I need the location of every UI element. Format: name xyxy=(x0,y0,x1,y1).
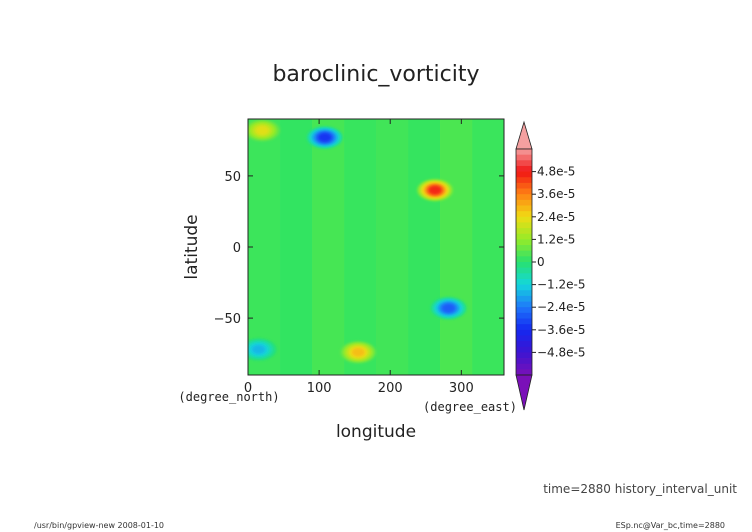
colorbar-label: −2.4e-5 xyxy=(537,300,586,314)
colorbar-band xyxy=(516,216,532,223)
y-axis-unit: (degree_north) xyxy=(178,390,279,404)
field-bands xyxy=(248,119,504,375)
colorbar-band xyxy=(516,352,532,359)
y-tick-label: 50 xyxy=(224,170,241,185)
colorbar: 4.8e-5 3.6e-5 2.4e-5 1.2e-5 0 −1.2e-5 −2.4e-5 −… xyxy=(515,120,586,411)
colorbar-band xyxy=(516,228,532,235)
colorbar-label: −4.8e-5 xyxy=(537,345,586,359)
plot-area xyxy=(247,118,505,376)
colorbar-band xyxy=(516,182,532,189)
colorbar-band xyxy=(516,307,532,314)
colorbar-band xyxy=(516,154,532,161)
x-axis-label: longitude xyxy=(336,422,416,442)
colorbar-min-arrow xyxy=(515,374,533,411)
field-feature xyxy=(318,133,332,142)
colorbar-band xyxy=(516,363,532,370)
colorbar-bands xyxy=(516,149,532,376)
colorbar-band xyxy=(516,233,532,240)
colorbar-band xyxy=(516,295,532,302)
colorbar-max-arrow xyxy=(515,120,533,150)
colorbar-band xyxy=(516,262,532,269)
colorbar-label: 2.4e-5 xyxy=(537,210,575,224)
colorbar-band xyxy=(516,335,532,342)
field-features xyxy=(248,119,467,364)
colorbar-band xyxy=(516,199,532,206)
colorbar-band xyxy=(516,312,532,319)
colorbar-band xyxy=(516,149,532,156)
colorbar-band xyxy=(516,341,532,348)
colorbar-label: −3.6e-5 xyxy=(537,323,586,337)
colorbar-band xyxy=(516,329,532,336)
field-band xyxy=(280,119,313,375)
colorbar-label: 0 xyxy=(537,255,545,269)
x-tick-label: 100 xyxy=(307,381,332,396)
y-tick-label: −50 xyxy=(214,312,241,327)
colorbar-band xyxy=(516,346,532,353)
colorbar-band xyxy=(516,369,532,376)
field-band xyxy=(344,119,377,375)
colorbar-labels: 4.8e-5 3.6e-5 2.4e-5 1.2e-5 0 −1.2e-5 −2.4e-5 −… xyxy=(532,165,586,359)
colorbar-band xyxy=(516,160,532,167)
colorbar-band xyxy=(516,256,532,263)
field-feature xyxy=(252,345,265,354)
x-tick-label: 200 xyxy=(378,381,403,396)
colorbar-band xyxy=(516,284,532,291)
y-axis-ticks: 50 0 −50 xyxy=(214,170,504,327)
footer-right: ESp.nc@Var_bc,time=2880 xyxy=(616,521,725,530)
field-feature xyxy=(442,303,455,313)
y-axis-label: latitude xyxy=(182,214,202,279)
field-band xyxy=(376,119,409,375)
colorbar-band xyxy=(516,318,532,325)
field-feature xyxy=(428,185,442,195)
colorbar-band xyxy=(516,267,532,274)
colorbar-band xyxy=(516,358,532,365)
colorbar-band xyxy=(516,222,532,229)
colorbar-label: 4.8e-5 xyxy=(537,165,575,179)
colorbar-band xyxy=(516,278,532,285)
footer-left: /usr/bin/gpview-new 2008-01-10 xyxy=(34,521,164,530)
colorbar-band xyxy=(516,188,532,195)
colorbar-band xyxy=(516,205,532,212)
colorbar-band xyxy=(516,290,532,297)
field-band xyxy=(408,119,441,375)
colorbar-band xyxy=(516,301,532,308)
colorbar-band xyxy=(516,245,532,252)
time-label: time=2880 history_interval_unit xyxy=(543,482,737,496)
colorbar-band xyxy=(516,239,532,246)
field-feature xyxy=(255,126,269,135)
x-axis-unit: (degree_east) xyxy=(423,400,517,414)
colorbar-band xyxy=(516,250,532,257)
colorbar-band xyxy=(516,165,532,172)
chart-title: baroclinic_vorticity xyxy=(272,62,479,87)
x-tick-label: 0 xyxy=(244,381,252,396)
colorbar-band xyxy=(516,171,532,178)
field-band xyxy=(312,119,345,375)
colorbar-label: 1.2e-5 xyxy=(537,232,575,246)
field-feature xyxy=(351,347,365,357)
colorbar-label: 3.6e-5 xyxy=(537,187,575,201)
y-tick-label: 0 xyxy=(233,241,241,256)
colorbar-band xyxy=(516,211,532,218)
field-band xyxy=(472,119,504,375)
colorbar-band xyxy=(516,177,532,184)
field-band xyxy=(248,119,281,375)
x-axis-ticks: 0 100 200 300 xyxy=(244,119,474,396)
colorbar-band xyxy=(516,273,532,280)
colorbar-band xyxy=(516,194,532,201)
colorbar-label: −1.2e-5 xyxy=(537,278,586,292)
colorbar-band xyxy=(516,324,532,331)
x-tick-label: 300 xyxy=(449,381,474,396)
field-band xyxy=(440,119,473,375)
